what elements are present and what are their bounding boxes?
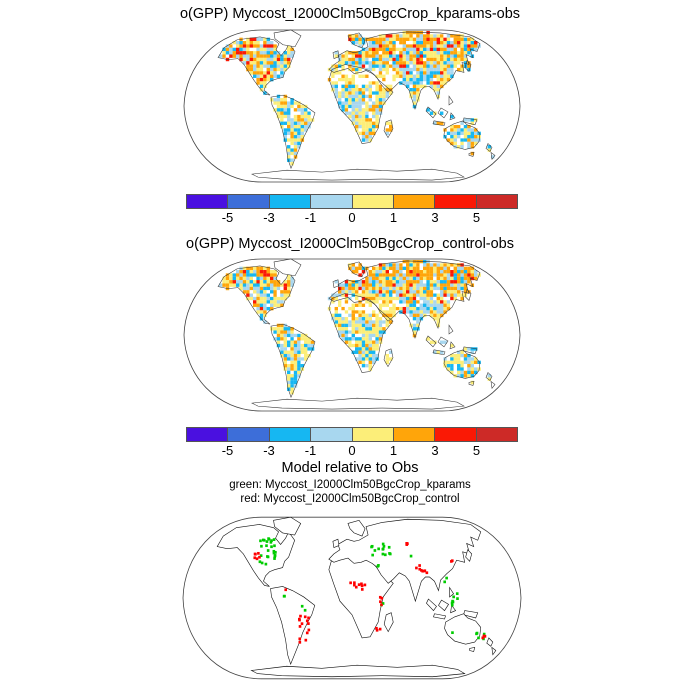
colorbar-kparams: [186, 194, 518, 209]
colorbar-tick-label: -5: [221, 443, 234, 458]
colorbar-segment: [186, 194, 229, 209]
colorbar-segment: [475, 427, 518, 442]
colorbar-tick-label: 3: [431, 443, 439, 458]
coastlines: [217, 29, 496, 181]
colorbar-tick-labels-kparams: -5 -3 -1 0 1 3 5: [186, 210, 518, 225]
colorbar-tick-label: 3: [431, 210, 439, 225]
colorbar-tick-label: -1: [304, 443, 317, 458]
colorbar-tick-label: -5: [221, 210, 234, 225]
colorbar-segment: [268, 427, 312, 442]
coastlines: [217, 258, 496, 410]
colorbar-control: [186, 427, 518, 442]
colorbar-tick-label: 1: [389, 210, 398, 225]
map-title-model-vs-obs: Model relative to Obs: [281, 460, 419, 476]
colorbar-segment: [434, 194, 477, 209]
colorbar-tick-label: -3: [263, 443, 275, 458]
colorbar-segment: [351, 194, 394, 209]
colorbar-segment: [392, 194, 436, 209]
colorbar-segment: [310, 194, 353, 209]
legend-line-red: red: Myccost_I2000Clm50BgcCrop_control: [240, 493, 460, 505]
colorbar-segment: [186, 427, 229, 442]
world-map-control-diff: [183, 258, 521, 412]
map-title-control-diff: o(GPP) Myccost_I2000Clm50BgcCrop_control…: [186, 236, 514, 252]
colorbar-segment: [392, 427, 436, 442]
colorbar-segment: [434, 427, 477, 442]
world-map-model-vs-obs: [182, 516, 522, 680]
colorbar-tick-label: 5: [472, 210, 481, 225]
colorbar-segment: [227, 194, 270, 209]
colorbar-tick-labels-control: -5 -3 -1 0 1 3 5: [186, 443, 518, 458]
colorbar-tick-label: 0: [348, 443, 356, 458]
kparams-better-patches: [258, 537, 486, 641]
colorbar-segment: [351, 427, 394, 442]
coastlines: [216, 516, 497, 678]
colorbar-segment: [475, 194, 518, 209]
legend-line-green: green: Myccost_I2000Clm50BgcCrop_kparams: [229, 479, 471, 491]
world-map-kparams-diff: [183, 29, 521, 183]
colorbar-tick-label: 1: [389, 443, 398, 458]
colorbar-segment: [227, 427, 270, 442]
control-better-patches: [253, 542, 487, 644]
map-title-kparams-diff: o(GPP) Myccost_I2000Clm50BgcCrop_kparams…: [179, 6, 521, 22]
colorbar-tick-label: 5: [472, 443, 481, 458]
colorbar-segment: [268, 194, 312, 209]
colorbar-tick-label: 0: [348, 210, 356, 225]
colorbar-tick-label: -3: [263, 210, 275, 225]
colorbar-segment: [310, 427, 353, 442]
colorbar-tick-label: -1: [304, 210, 317, 225]
